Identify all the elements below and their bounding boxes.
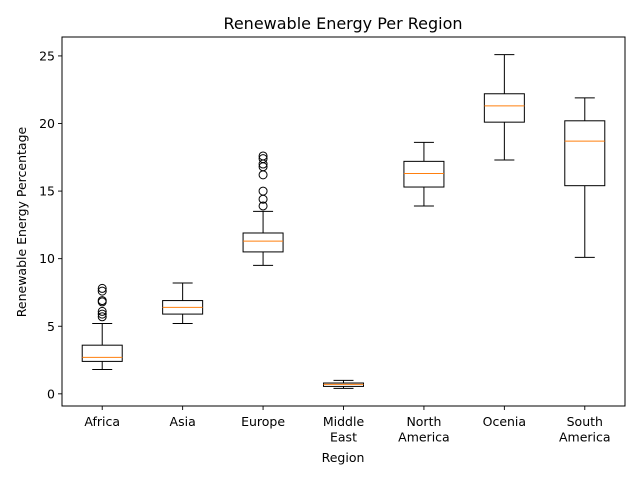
x-tick-label: America — [398, 430, 450, 445]
x-tick-label: South — [567, 414, 603, 429]
x-axis-label: Region — [322, 450, 365, 465]
outlier-point — [97, 296, 107, 306]
outlier-point — [258, 186, 268, 196]
outlier-point — [258, 151, 268, 161]
y-tick-label: 15 — [39, 184, 55, 199]
outlier-point — [258, 154, 268, 164]
chart-title: Renewable Energy Per Region — [223, 14, 462, 33]
iqr-box — [403, 160, 445, 188]
x-tick-label: Ocenia — [483, 414, 526, 429]
outlier-point — [97, 286, 107, 296]
x-tick-label: East — [330, 430, 357, 445]
x-tick-label: America — [559, 430, 611, 445]
y-tick-label: 10 — [39, 251, 55, 266]
outlier-point — [258, 201, 268, 211]
x-tick-label: Asia — [170, 414, 196, 429]
outlier-point — [97, 309, 107, 319]
y-tick-label: 25 — [39, 48, 55, 63]
x-tick-label: North — [406, 414, 441, 429]
x-tick-label: Europe — [241, 414, 285, 429]
y-tick-label: 0 — [47, 386, 55, 401]
outlier-point — [97, 306, 107, 316]
outlier-point — [97, 312, 107, 322]
iqr-box — [564, 120, 606, 187]
plot-frame — [61, 36, 626, 407]
outlier-point — [97, 283, 107, 293]
iqr-box — [81, 344, 123, 362]
y-axis-label: Renewable Energy Percentage — [14, 126, 29, 317]
y-tick-label: 20 — [39, 116, 55, 131]
x-tick-label: Middle — [323, 414, 365, 429]
y-tick-label: 5 — [47, 319, 55, 334]
iqr-box — [242, 232, 284, 253]
iqr-box — [483, 93, 525, 123]
x-tick-label: Africa — [84, 414, 120, 429]
